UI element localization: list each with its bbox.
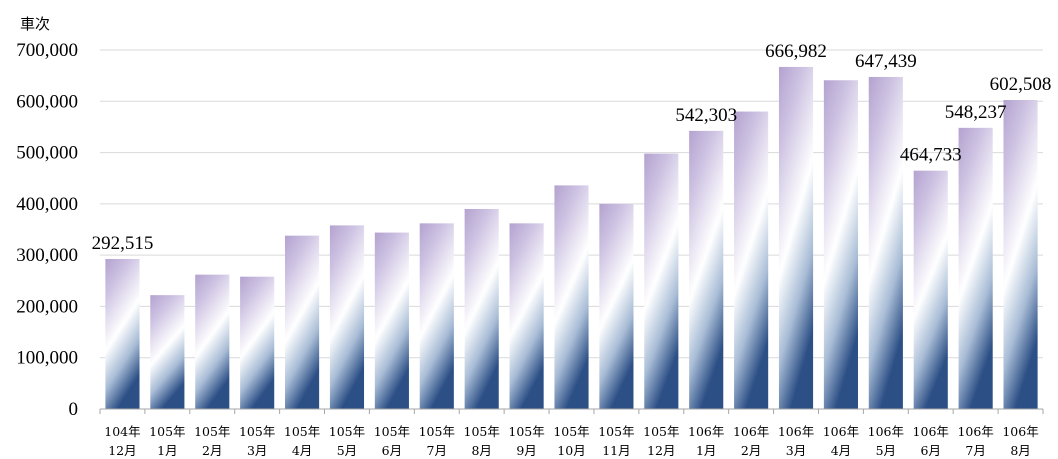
bar <box>419 223 454 409</box>
x-tick-label-month: 4月 <box>292 443 312 458</box>
data-label: 666,982 <box>765 41 827 62</box>
bar <box>105 258 140 409</box>
x-tick-label-month: 3月 <box>247 443 267 458</box>
y-axis-ticks: 0 100,000 200,000 300,000 400,000 500,000 600,… <box>16 40 78 420</box>
y-tick-label: 700,000 <box>16 40 78 61</box>
x-tick-label-month: 2月 <box>741 443 761 458</box>
x-tick-label-month: 2月 <box>202 443 222 458</box>
bar <box>240 276 275 409</box>
data-label: 602,508 <box>990 74 1052 95</box>
x-tick-label-month: 5月 <box>337 443 357 458</box>
y-tick-label: 600,000 <box>16 91 78 112</box>
y-tick-label: 100,000 <box>16 348 78 369</box>
x-tick-label-year: 106年 <box>733 424 769 439</box>
bar <box>554 185 589 409</box>
x-tick-label-month: 1月 <box>696 443 716 458</box>
x-tick-label-year: 106年 <box>957 424 993 439</box>
bar <box>509 223 544 409</box>
x-tick-label-month: 1月 <box>157 443 177 458</box>
x-tick-label-year: 105年 <box>508 424 544 439</box>
bar <box>958 127 993 410</box>
bar <box>599 203 634 409</box>
bar <box>823 80 858 409</box>
x-tick-label-month: 11月 <box>602 443 630 458</box>
x-tick-label-year: 105年 <box>194 424 230 439</box>
x-tick-label-year: 105年 <box>643 424 679 439</box>
bar <box>644 153 679 409</box>
x-tick-label-year: 105年 <box>284 424 320 439</box>
x-tick-label-year: 106年 <box>868 424 904 439</box>
x-tick-label-year: 106年 <box>1002 424 1038 439</box>
x-axis: 104年 12月 105年 1月 105年 2月 105年 3月 105年 4月 105年 5月 105… <box>99 408 1044 458</box>
x-tick-label-year: 105年 <box>329 424 365 439</box>
x-tick-label-year: 105年 <box>419 424 455 439</box>
x-tick-label-year: 106年 <box>778 424 814 439</box>
data-label: 292,515 <box>92 233 154 254</box>
bar <box>374 232 409 409</box>
bar <box>1003 99 1038 410</box>
data-label: 647,439 <box>855 51 917 72</box>
x-tick-label-year: 106年 <box>823 424 859 439</box>
data-label: 464,733 <box>900 145 962 166</box>
y-tick-label: 200,000 <box>16 296 78 317</box>
x-tick-label-year: 105年 <box>149 424 185 439</box>
x-tick-label-year: 105年 <box>374 424 410 439</box>
bar <box>150 295 185 409</box>
data-labels: 292,515 542,303 666,982 647,439 464,733 548,2… <box>92 41 1052 254</box>
bar <box>868 76 903 409</box>
bar <box>734 111 769 410</box>
y-tick-label: 0 <box>69 399 79 420</box>
x-tick-label-year: 106年 <box>913 424 949 439</box>
x-tick-label-month: 6月 <box>921 443 941 458</box>
y-axis-title: 車次 <box>20 15 50 33</box>
x-tick-label-month: 5月 <box>876 443 896 458</box>
bar <box>913 170 948 409</box>
x-tick-label-year: 105年 <box>464 424 500 439</box>
x-tick-label-month: 3月 <box>786 443 806 458</box>
data-label: 548,237 <box>945 102 1007 123</box>
bar <box>285 235 320 409</box>
bar <box>464 208 499 409</box>
bar <box>778 66 814 409</box>
x-tick-label-month: 4月 <box>831 443 851 458</box>
bar <box>689 130 724 409</box>
y-tick-label: 300,000 <box>16 245 78 266</box>
y-tick-label: 400,000 <box>16 194 78 215</box>
x-tick-label-month: 6月 <box>382 443 402 458</box>
bar <box>329 225 365 409</box>
x-tick-label-month: 8月 <box>1010 443 1030 458</box>
x-tick-label-year: 105年 <box>553 424 589 439</box>
bar <box>195 274 230 409</box>
x-tick-label-year: 105年 <box>598 424 634 439</box>
x-tick-label-year: 106年 <box>688 424 724 439</box>
x-tick-label-month: 9月 <box>516 443 536 458</box>
x-tick-label-month: 10月 <box>557 443 585 458</box>
bars <box>105 66 1038 410</box>
y-tick-label: 500,000 <box>16 143 78 164</box>
x-tick-label-month: 7月 <box>427 443 447 458</box>
x-tick-label-month: 12月 <box>647 443 675 458</box>
x-tick-label-year: 105年 <box>239 424 275 439</box>
x-tick-label-month: 12月 <box>108 443 136 458</box>
data-label: 542,303 <box>675 105 737 126</box>
x-tick-label-month: 7月 <box>965 443 985 458</box>
x-tick-label-year: 104年 <box>104 424 140 439</box>
x-tick-label-month: 8月 <box>471 443 491 458</box>
